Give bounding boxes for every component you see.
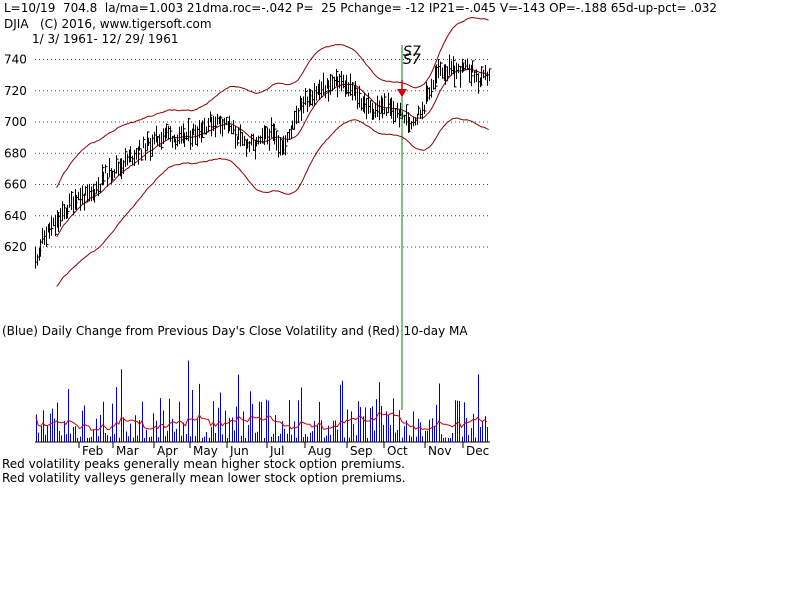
y-tick-label: 680 [4,146,27,160]
date-range: 1/ 3/ 1961- 12/ 29/ 1961 [32,32,179,46]
month-label: Dec [466,444,489,458]
ticker-line: DJIA (C) 2016, www.tigersoft.com [4,17,212,31]
sell-arrow-icon [397,80,407,97]
y-tick-label: 640 [4,209,27,223]
month-label: Nov [428,444,451,458]
month-label: May [193,444,218,458]
price-grid [35,59,490,248]
month-label: Jun [229,444,249,458]
y-tick-label: 740 [4,53,27,67]
month-label: Aug [308,444,331,458]
signal-label-2: S7 [403,52,421,68]
band-upper [56,16,489,188]
month-label: Oct [387,444,408,458]
volatility-title: (Blue) Daily Change from Previous Day's … [2,324,468,338]
month-axis: Feb Mar Apr May Jun Jul Aug Sep Oct Nov Dec [78,442,489,458]
month-label: Jul [269,444,284,458]
month-label: Apr [157,444,178,458]
note-peaks: Red volatility peaks generally mean high… [2,457,405,471]
month-label: Feb [82,444,103,458]
signal-label: S7 [403,44,421,60]
price-y-axis: 740 720 700 680 660 640 620 [4,53,27,255]
y-tick-label: 660 [4,178,27,192]
volatility-ma [35,412,488,431]
note-valleys: Red volatility valleys generally mean lo… [2,471,406,485]
band-lower [56,117,489,287]
y-tick-label: 620 [4,240,27,254]
month-label: Sep [350,444,373,458]
volatility-bars [36,360,488,442]
stats-line: L=10/19 704.8 la/ma=1.003 21dma.roc=-.04… [4,1,718,15]
volatility-ma-line [35,412,488,431]
y-tick-label: 700 [4,115,27,129]
price-bars [35,54,492,269]
y-tick-label: 720 [4,84,27,98]
month-label: Mar [116,444,139,458]
bollinger-bands [56,16,489,287]
band-middle [56,68,489,238]
